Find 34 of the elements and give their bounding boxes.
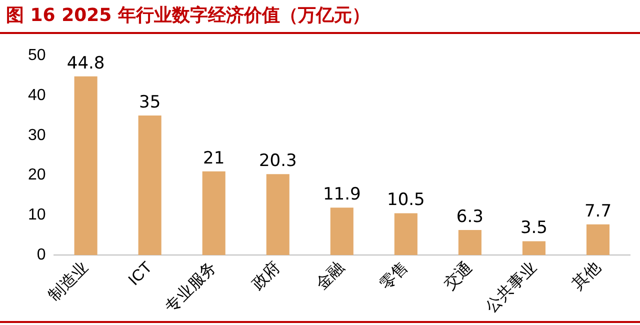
data-label: 10.5	[386, 190, 425, 210]
data-label: 7.7	[584, 201, 612, 222]
x-tick-label: 其他	[568, 258, 604, 294]
data-label: 20.3	[258, 151, 297, 172]
bar	[202, 171, 226, 256]
y-tick-label: 0	[36, 246, 46, 264]
data-label: 35	[139, 92, 161, 112]
data-label: 44.8	[66, 53, 105, 74]
y-tick-label: 50	[28, 47, 46, 64]
bar	[458, 230, 482, 256]
x-tick-label: 政府	[248, 258, 284, 294]
bar	[394, 213, 418, 256]
x-tick-label: 金融	[312, 258, 348, 294]
y-tick-label: 20	[28, 166, 46, 184]
x-tick-label: 专业服务	[162, 258, 220, 316]
data-label: 21	[203, 148, 225, 168]
chart-title: 图 16 2025 年行业数字经济价值（万亿元）	[6, 4, 370, 27]
data-label: 6.3	[456, 206, 484, 227]
bar	[74, 76, 98, 256]
data-label: 3.5	[520, 218, 548, 238]
y-tick-label: 40	[28, 86, 46, 104]
x-tick-label: ICT	[126, 258, 156, 290]
x-tick-label: 交通	[440, 258, 476, 294]
bar	[138, 115, 162, 256]
bar	[266, 174, 290, 256]
x-tick-label: 公共事业	[482, 258, 540, 316]
bar	[586, 224, 610, 256]
y-tick-label: 10	[28, 206, 46, 224]
bar	[522, 241, 546, 256]
x-tick-label: 制造业	[45, 258, 92, 305]
bar	[330, 208, 354, 256]
data-label: 11.9	[322, 184, 361, 205]
y-tick-label: 30	[28, 126, 46, 144]
x-tick-label: 零售	[377, 258, 412, 294]
